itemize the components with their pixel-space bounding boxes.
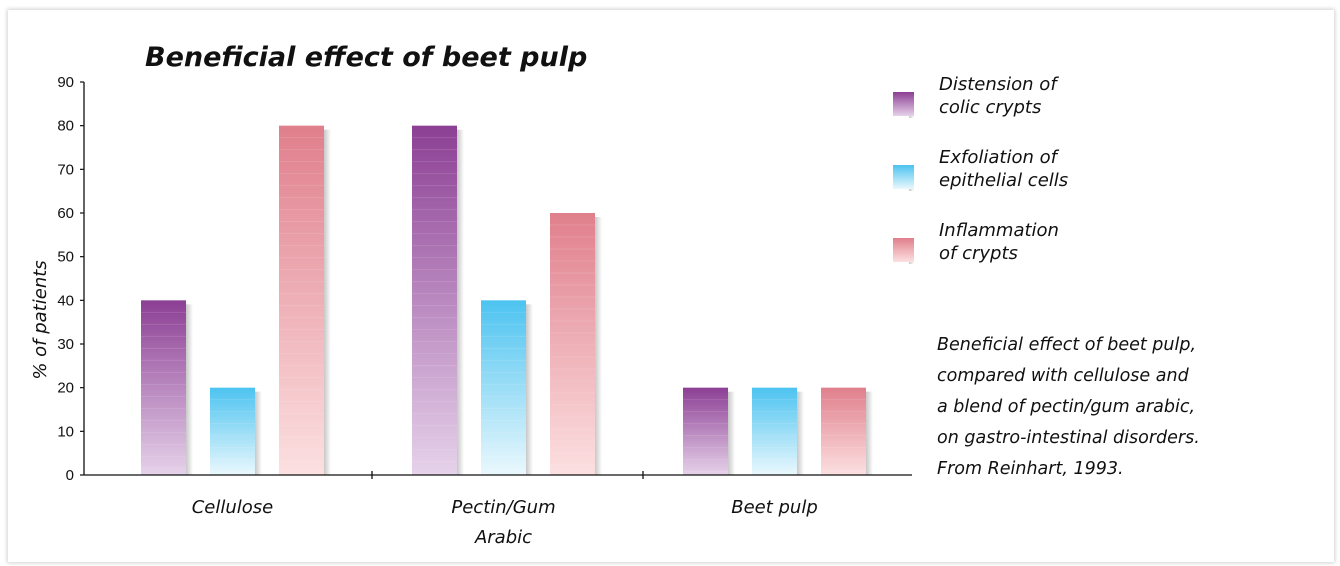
legend-swatch bbox=[893, 238, 914, 262]
y-tick-label: 10 bbox=[57, 423, 74, 440]
x-axis: Cellulose Pectin/Gum Arabic Beet pulp bbox=[84, 471, 912, 548]
bars bbox=[141, 125, 873, 476]
annotation-line: From Reinhart, 1993. bbox=[937, 459, 1124, 479]
bar bbox=[412, 125, 457, 476]
bar-shadow bbox=[797, 391, 804, 475]
legend-swatch bbox=[893, 92, 914, 116]
y-tick-label: 60 bbox=[57, 205, 74, 222]
bar-shadow bbox=[595, 217, 602, 475]
annotation-line: on gastro-intestinal disorders. bbox=[937, 428, 1200, 448]
bar-shadow bbox=[255, 391, 262, 475]
bar bbox=[279, 125, 324, 476]
bar-shadow bbox=[324, 129, 331, 475]
bar-shadow bbox=[526, 304, 533, 475]
legend-label: Inflammation of crypts bbox=[939, 220, 1059, 264]
bar-shadow bbox=[186, 304, 193, 475]
annotation-line: a blend of pectin/gum arabic, bbox=[937, 397, 1195, 417]
annotation-note: Beneficial effect of beet pulp, compared … bbox=[937, 335, 1200, 479]
bar-shadow bbox=[457, 129, 464, 475]
legend-label: Distension of colic crypts bbox=[939, 74, 1059, 118]
bar bbox=[210, 387, 255, 475]
x-category-label: Beet pulp bbox=[731, 497, 818, 518]
y-tick-label: 0 bbox=[66, 467, 74, 484]
y-tick-label: 20 bbox=[57, 380, 74, 397]
y-tick-label: 70 bbox=[57, 161, 74, 178]
annotation-line: compared with cellulose and bbox=[937, 366, 1190, 386]
legend-label: Exfoliation of epithelial cells bbox=[939, 147, 1068, 191]
y-tick-label: 80 bbox=[57, 118, 74, 135]
chart-title: Beneficial effect of beet pulp bbox=[145, 42, 587, 73]
x-category-label: Cellulose bbox=[192, 497, 274, 518]
y-axis-label: % of patients bbox=[30, 260, 51, 379]
y-tick-label: 30 bbox=[57, 336, 74, 353]
annotation-line: Beneficial effect of beet pulp, bbox=[937, 335, 1196, 355]
bar bbox=[141, 300, 186, 475]
bar-shadow bbox=[866, 391, 873, 475]
bar-shadow bbox=[728, 391, 735, 475]
x-category-label: Pectin/Gum Arabic bbox=[451, 497, 555, 548]
y-axis: 0 10 20 30 40 50 60 70 80 90 % of patients bbox=[30, 74, 85, 484]
bar bbox=[683, 387, 728, 475]
y-tick-label: 90 bbox=[57, 74, 74, 91]
legend: Distension of colic crypts Exfoliation of e… bbox=[893, 74, 1068, 264]
y-tick-label: 40 bbox=[57, 292, 74, 309]
legend-swatch bbox=[893, 165, 914, 189]
y-tick-label: 50 bbox=[57, 249, 74, 266]
bar bbox=[752, 387, 797, 475]
bar bbox=[821, 387, 866, 475]
bar bbox=[550, 213, 595, 475]
bar bbox=[481, 300, 526, 475]
